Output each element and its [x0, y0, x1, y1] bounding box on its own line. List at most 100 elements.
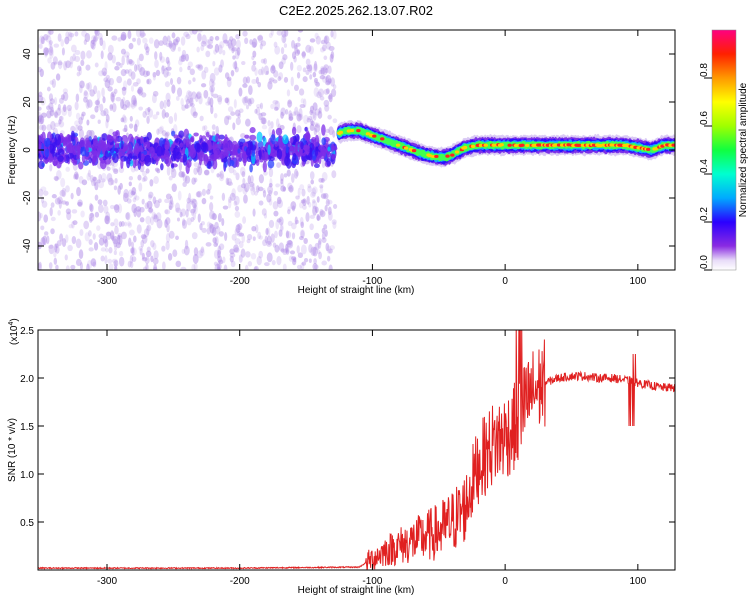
noise-blob: [131, 203, 137, 214]
noise-blob: [313, 60, 318, 71]
noise-blob: [238, 240, 244, 249]
noise-blob: [74, 31, 79, 37]
band-blob: [275, 127, 283, 136]
noise-blob: [57, 103, 61, 111]
noise-blob: [309, 63, 313, 74]
noise-blob: [234, 109, 241, 117]
band-blob: [189, 137, 194, 142]
noise-blob: [120, 99, 125, 110]
noise-blob: [193, 247, 199, 256]
noise-blob: [53, 243, 58, 253]
noise-blob: [242, 30, 248, 37]
band-blob: [267, 144, 271, 156]
noise-blob: [305, 64, 310, 70]
noise-blob: [196, 91, 202, 100]
noise-blob: [192, 253, 199, 264]
noise-blob: [207, 39, 214, 45]
noise-blob: [166, 166, 171, 176]
ridge-peak: [349, 128, 355, 133]
band-blob: [54, 133, 62, 146]
noise-blob: [120, 117, 125, 123]
noise-blob: [91, 42, 96, 50]
noise-blob: [226, 97, 230, 106]
noise-blob: [214, 43, 220, 53]
band-blob: [114, 142, 122, 148]
noise-blob: [303, 114, 309, 125]
noise-blob: [178, 55, 185, 62]
noise-blob: [150, 240, 155, 248]
noise-blob: [46, 235, 50, 245]
noise-blob: [276, 218, 282, 223]
band-blob: [68, 148, 74, 154]
noise-blob: [191, 30, 198, 35]
noise-blob: [313, 232, 320, 239]
noise-blob: [211, 213, 217, 221]
noise-blob: [162, 35, 168, 46]
noise-blob: [233, 98, 237, 109]
noise-blob: [191, 232, 198, 240]
noise-blob: [136, 224, 142, 234]
band-blob: [237, 148, 241, 154]
noise-blob: [63, 60, 68, 71]
noise-blob: [146, 79, 150, 85]
noise-blob: [122, 192, 129, 203]
band-blob: [289, 137, 294, 144]
noise-blob: [91, 35, 97, 42]
band-blob: [208, 134, 212, 140]
noise-blob: [137, 63, 143, 73]
band-blob: [57, 155, 64, 163]
noise-blob: [104, 79, 111, 89]
noise-blob: [191, 264, 196, 270]
noise-blob: [113, 262, 118, 270]
noise-blob: [71, 209, 78, 214]
noise-blob: [277, 76, 282, 82]
band-blob: [78, 161, 84, 170]
noise-blob: [114, 204, 120, 213]
noise-blob: [232, 55, 236, 60]
noise-blob: [39, 115, 45, 125]
noise-blob: [55, 73, 61, 81]
noise-blob: [130, 99, 136, 110]
noise-blob: [229, 192, 236, 201]
noise-blob: [152, 257, 159, 265]
noise-blob: [70, 192, 74, 200]
noise-blob: [280, 178, 284, 185]
noise-blob: [106, 166, 111, 171]
noise-blob: [310, 191, 316, 198]
noise-blob: [324, 104, 330, 112]
noise-blob: [220, 59, 224, 68]
noise-blob: [48, 41, 52, 48]
noise-blob: [164, 209, 169, 215]
noise-blob: [103, 205, 109, 214]
noise-blob: [257, 34, 264, 43]
noise-blob: [250, 253, 257, 260]
noise-blob: [105, 74, 110, 79]
noise-blob: [130, 85, 135, 92]
noise-blob: [280, 173, 284, 182]
noise-blob: [38, 95, 44, 103]
noise-blob: [141, 252, 145, 260]
noise-blob: [322, 66, 328, 76]
noise-blob: [234, 238, 241, 245]
noise-blob: [53, 97, 58, 106]
noise-blob: [295, 42, 301, 47]
noise-blob: [72, 53, 76, 62]
noise-blob: [313, 258, 317, 265]
noise-blob: [207, 183, 212, 191]
noise-blob: [130, 261, 134, 269]
noise-blob: [49, 49, 54, 59]
noise-blob: [213, 242, 218, 248]
noise-blob: [178, 171, 184, 178]
noise-blob: [100, 247, 107, 252]
noise-blob: [153, 176, 159, 185]
noise-blob: [164, 112, 170, 118]
noise-blob: [218, 259, 224, 265]
noise-blob: [123, 124, 128, 133]
noise-blob: [325, 80, 331, 86]
noise-blob: [129, 254, 134, 264]
noise-blob: [209, 223, 215, 234]
band-blob: [239, 141, 244, 148]
noise-blob: [69, 55, 74, 65]
noise-blob: [329, 245, 335, 251]
noise-blob: [214, 221, 219, 230]
